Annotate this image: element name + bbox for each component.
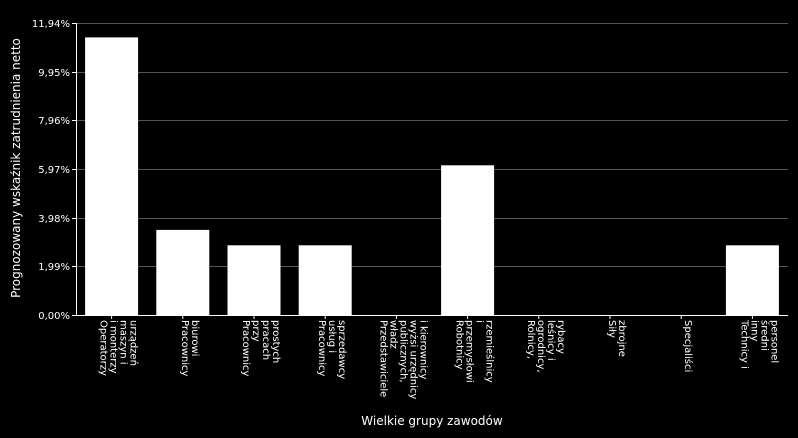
x-tick-label-line: Technicy i — [738, 319, 749, 369]
x-tick-label-line: i — [474, 320, 485, 323]
x-tick-label-line: pracach — [260, 320, 271, 360]
x-tick-label-line: zbrojne — [616, 320, 627, 357]
x-tick-label-line: personel — [768, 320, 779, 363]
y-tick-label: 11,94% — [32, 19, 70, 30]
bar — [725, 245, 779, 315]
x-tick-label-line: Siły — [606, 320, 617, 338]
x-tick-label: Robotnicy przemysłowi i rzemieślnicy — [454, 320, 496, 383]
x-tick-label-line: i kierownicy — [417, 320, 428, 379]
x-tick-label-line: sprzedawcy — [336, 320, 347, 379]
x-tick-label-line: Pracownicy — [179, 320, 190, 377]
x-tick-label-line: leśnicy i — [545, 320, 557, 361]
x-tick-label: Przedstawiciele władz publicznych, wyżsi ur… — [377, 320, 428, 399]
x-tick-label-line: i monterzy — [108, 320, 119, 374]
x-tick-label-line: średni — [758, 320, 770, 351]
x-tick-label: Specjaliści — [682, 320, 694, 372]
bar — [298, 245, 352, 315]
x-tick-label-line: usług i — [326, 320, 337, 353]
x-tick-label-line: Przedstawiciele — [377, 320, 388, 397]
y-tick-label: 5,97% — [38, 165, 70, 176]
x-tick-label-line: prostych — [270, 320, 281, 363]
x-tick-label: Rolnicy, ogrodnicy, leśnicy i rybacy — [525, 320, 566, 373]
y-tick-label: 1,99% — [38, 262, 70, 273]
x-tick-label: Pracownicy usług i sprzedawcy — [316, 320, 347, 379]
x-tick-label-line: ogrodnicy, — [535, 320, 546, 373]
bar — [85, 37, 139, 316]
x-tick-label: Pracownicy przy pracach prostych — [240, 320, 281, 377]
y-axis-ticks: 0,00% 1,99% 3,98% 5,97% 7,96% 9,95% 11,94% — [32, 19, 76, 322]
x-axis-ticks: Operatorzy i monterzy maszyn i urządzeń Prac… — [98, 315, 779, 399]
y-axis-title: Prognozowany wskaźnik zatrudnienia netto — [9, 38, 23, 298]
bar — [156, 229, 210, 315]
x-tick-label-line: przemysłowi — [464, 320, 475, 383]
y-tick-label: 0,00% — [38, 311, 70, 322]
y-tick-label: 3,98% — [38, 214, 70, 225]
x-tick-label-line: Robotnicy — [454, 320, 465, 370]
y-tick-label: 9,95% — [38, 68, 70, 79]
x-tick-label: Siły zbrojne — [606, 320, 627, 357]
x-tick-label-line: przy — [250, 320, 261, 342]
x-axis-title: Wielkie grupy zawodów — [361, 414, 503, 428]
x-tick-label-line: wyżsi urzędnicy — [407, 320, 418, 399]
x-tick-label-line: Operatorzy — [98, 320, 109, 376]
x-tick-label: Operatorzy i monterzy maszyn i urządzeń — [98, 320, 140, 376]
x-tick-label: Pracownicy biurowi — [179, 320, 200, 377]
bars — [85, 37, 779, 316]
x-tick-label-line: władz — [387, 320, 398, 349]
x-tick-label-line: inny — [748, 320, 759, 341]
x-tick-label-line: Pracownicy — [316, 320, 327, 377]
x-tick-label-line: urządzeń — [128, 320, 140, 366]
x-tick-label: Technicy i inny średni personel — [738, 319, 779, 369]
bar — [441, 165, 495, 315]
x-tick-label-line: Rolnicy, — [525, 320, 536, 359]
x-tick-label-line: Pracownicy — [240, 320, 251, 377]
x-tick-label-line: maszyn i — [118, 320, 129, 365]
bar — [227, 245, 281, 315]
x-tick-label-line: rzemieślnicy — [484, 320, 496, 383]
x-tick-label-line: rybacy — [555, 320, 566, 354]
x-tick-label-line: biurowi — [189, 320, 200, 356]
x-tick-label-line: Specjaliści — [682, 320, 694, 372]
y-tick-label: 7,96% — [38, 116, 70, 127]
x-tick-label-line: publicznych, — [397, 320, 408, 383]
